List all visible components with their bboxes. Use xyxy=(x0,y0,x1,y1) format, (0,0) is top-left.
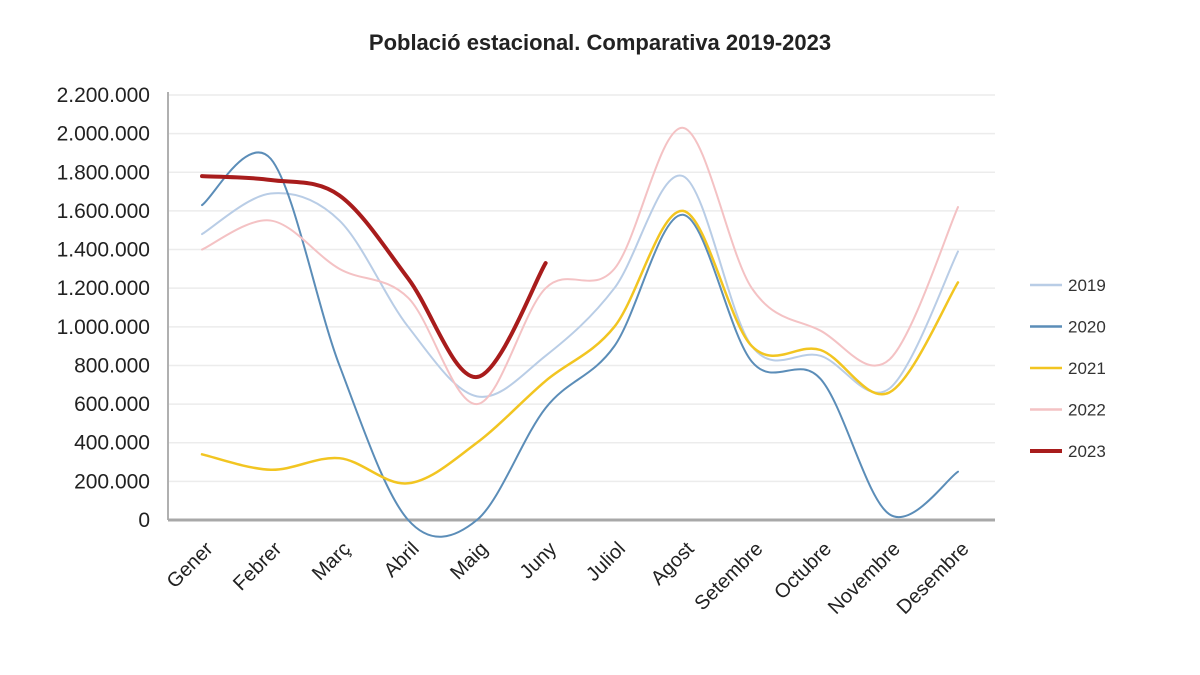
series-line-2020 xyxy=(201,151,959,538)
x-tick-label: Febrer xyxy=(229,538,286,595)
x-tick-label: Març xyxy=(308,538,355,585)
y-tick-label: 2.200.000 xyxy=(57,84,150,107)
legend-label-2020: 2020 xyxy=(1068,318,1106,337)
x-tick-label: Octubre xyxy=(770,538,836,604)
y-tick-label: 2.000.000 xyxy=(57,123,150,146)
x-tick-label: Juny xyxy=(516,538,561,583)
y-tick-label: 400.000 xyxy=(74,432,150,455)
y-tick-label: 1.200.000 xyxy=(57,277,150,300)
legend-label-2022: 2022 xyxy=(1068,401,1106,420)
y-tick-label: 1.600.000 xyxy=(57,200,150,223)
chart-title: Població estacional. Comparativa 2019-20… xyxy=(368,30,832,55)
x-tick-label: Setembre xyxy=(690,538,767,615)
series-line-2021 xyxy=(200,209,960,485)
series-line-2019 xyxy=(201,174,959,398)
y-tick-label: 1.800.000 xyxy=(57,161,150,184)
series-line-2023 xyxy=(200,174,548,380)
y-tick-label: 1.400.000 xyxy=(57,239,150,262)
legend-label-2021: 2021 xyxy=(1068,359,1106,378)
x-tick-label: Agost xyxy=(647,538,699,590)
x-tick-label: Gener xyxy=(163,538,218,593)
y-tick-label: 0 xyxy=(138,509,150,532)
y-tick-label: 1.000.000 xyxy=(57,316,150,339)
x-tick-label: Maig xyxy=(446,538,492,584)
x-tick-label: Desembre xyxy=(893,538,974,619)
x-tick-label: Novembre xyxy=(824,538,905,619)
y-tick-label: 800.000 xyxy=(74,354,150,377)
legend-label-2023: 2023 xyxy=(1068,442,1106,461)
legend-label-2019: 2019 xyxy=(1068,276,1106,295)
series-line-2022 xyxy=(201,126,959,406)
y-tick-label: 200.000 xyxy=(74,470,150,493)
x-tick-label: Juliol xyxy=(582,538,630,586)
x-tick-label: Abril xyxy=(380,538,424,582)
y-tick-label: 600.000 xyxy=(74,393,150,416)
